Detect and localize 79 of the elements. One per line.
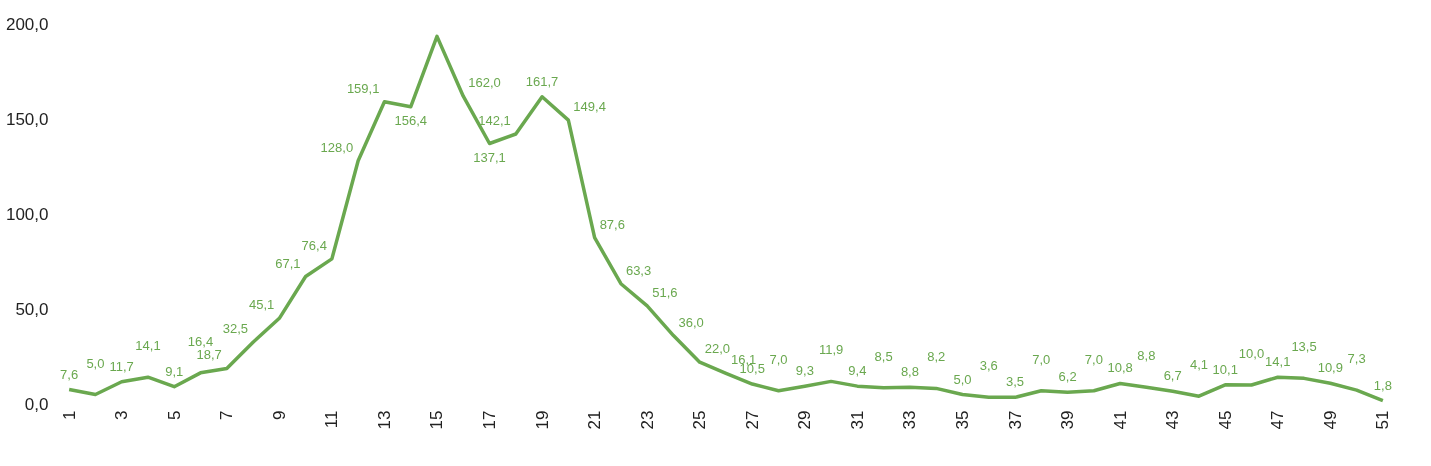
x-tick-label: 29 — [795, 410, 815, 430]
y-tick-label: 0,0 — [24, 394, 49, 414]
x-tick-label: 11 — [322, 410, 342, 429]
x-tick-label: 39 — [1058, 410, 1078, 430]
x-tick-label: 31 — [847, 410, 867, 430]
y-tick-label: 100,0 — [5, 204, 49, 224]
x-tick-label: 25 — [690, 410, 710, 430]
data-label: 149,4 — [573, 99, 606, 115]
x-tick-label: 33 — [900, 410, 920, 430]
data-label: 4,1 — [1189, 357, 1208, 373]
data-label: 9,3 — [795, 363, 814, 379]
data-label: 32,5 — [222, 321, 249, 337]
x-tick-label: 47 — [1268, 410, 1288, 430]
data-label: 128,0 — [320, 139, 354, 155]
data-label: 5,0 — [953, 371, 972, 387]
x-tick-label: 45 — [1215, 410, 1235, 430]
data-label: 14,1 — [135, 338, 161, 354]
x-tick-label: 21 — [585, 410, 605, 430]
x-tick-label: 49 — [1320, 410, 1340, 430]
x-tick-label: 3 — [112, 410, 132, 420]
x-tick-label: 15 — [427, 410, 447, 430]
data-label: 137,1 — [473, 149, 506, 165]
data-label: 22,0 — [704, 341, 731, 357]
x-tick-label: 17 — [480, 410, 500, 430]
x-tick-label: 27 — [742, 410, 762, 430]
x-tick-label: 43 — [1163, 410, 1183, 430]
data-label: 161,7 — [525, 73, 559, 89]
data-label: 76,4 — [301, 237, 327, 253]
data-label: 11,7 — [109, 358, 134, 374]
x-tick-label: 1 — [59, 410, 79, 420]
data-label: 9,1 — [165, 363, 184, 379]
x-tick-label: 7 — [217, 410, 237, 420]
x-tick-label: 41 — [1110, 410, 1130, 430]
data-label: 8,8 — [1137, 348, 1156, 364]
data-label: 8,2 — [927, 349, 946, 365]
data-label: 156,4 — [394, 112, 427, 128]
data-label: 3,5 — [1005, 374, 1025, 390]
y-tick-label: 200,0 — [5, 14, 49, 34]
x-tick-label: 23 — [637, 410, 657, 430]
data-label: 5,0 — [86, 355, 105, 371]
data-label: 142,1 — [478, 113, 511, 129]
data-label: 159,1 — [346, 80, 380, 96]
data-label: 10,1 — [1212, 361, 1238, 377]
y-tick-label: 50,0 — [15, 299, 49, 319]
data-label: 3,6 — [979, 358, 998, 374]
data-label: 162,0 — [468, 75, 501, 91]
x-tick-label: 13 — [374, 410, 394, 430]
data-label: 18,7 — [196, 347, 222, 363]
data-label: 8,5 — [874, 348, 893, 364]
data-label: 7,0 — [1032, 351, 1051, 367]
data-label: 8,8 — [900, 364, 919, 380]
data-label: 10,0 — [1238, 346, 1265, 361]
data-label: 11,9 — [818, 342, 844, 358]
data-label: 7,0 — [769, 351, 788, 367]
data-label: 67,1 — [275, 255, 301, 271]
data-label: 36,0 — [678, 314, 704, 330]
data-label: 7,3 — [1347, 351, 1366, 367]
x-tick-label: 5 — [164, 410, 184, 420]
x-tick-label: 37 — [1005, 410, 1025, 430]
data-label: 7,0 — [1084, 351, 1103, 367]
data-label: 51,6 — [652, 284, 678, 300]
data-label: 13,5 — [1291, 339, 1317, 355]
data-label: 7,6 — [60, 366, 79, 382]
data-label: 9,4 — [848, 363, 867, 379]
data-label: 1,8 — [1373, 377, 1392, 393]
x-tick-label: 9 — [269, 410, 289, 420]
data-label: 45,1 — [249, 297, 275, 313]
x-tick-label: 35 — [952, 410, 972, 430]
data-label: 14,1 — [1265, 354, 1291, 370]
data-label: 16,4 — [187, 333, 214, 349]
x-tick-label: 51 — [1373, 410, 1393, 430]
data-label: 6,7 — [1163, 368, 1182, 384]
y-tick-label: 150,0 — [5, 109, 49, 129]
data-label: 63,3 — [625, 262, 652, 278]
data-label: 10,9 — [1317, 360, 1343, 376]
data-label: 10,8 — [1107, 360, 1133, 376]
data-label: 6,2 — [1058, 369, 1077, 385]
x-tick-label: 19 — [532, 410, 552, 430]
data-label: 87,6 — [599, 216, 625, 232]
